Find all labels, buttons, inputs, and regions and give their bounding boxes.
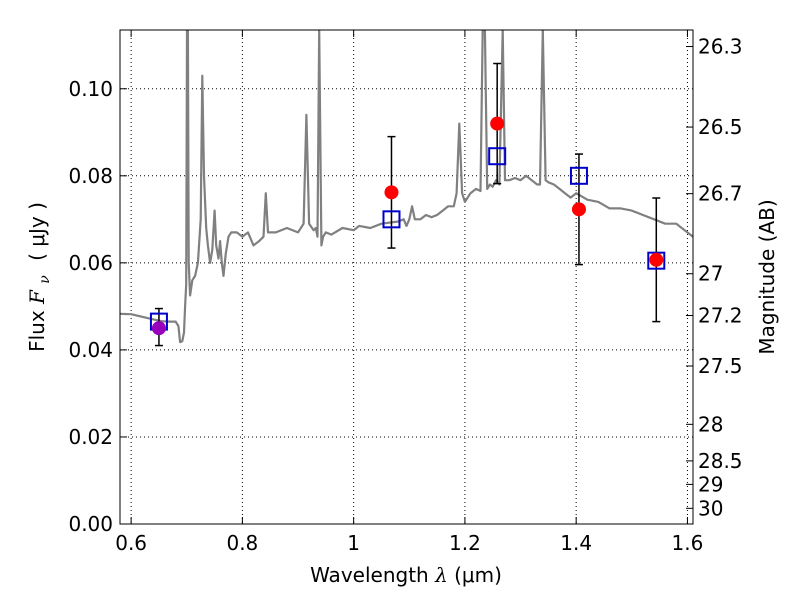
y2-axis-title: Magnitude (AB) [755,199,779,354]
plot-frame [119,29,694,525]
ticks: 0.6 0.8 1 1.2 1.4 1.6 0.00 0.02 0.04 0.06 0.08 0.10… [68,30,743,555]
x-axis-title-unit: (μm) [454,563,502,587]
y-tick-label: 0.06 [68,251,113,275]
x-tick-label: 0.6 [115,531,147,555]
y2-tick-label: 28.5 [698,449,743,473]
y-tick-label: 0.00 [68,512,113,536]
observed-flux-point [490,116,505,131]
y-tick-label: 0.02 [68,425,113,449]
x-tick-label: 1.2 [449,531,481,555]
x-axis-title-symbol: λ [434,563,448,587]
y-tick-label: 0.08 [68,164,113,188]
model-photometry-square [647,251,666,270]
x-tick-label: 0.8 [226,531,258,555]
observed-flux-point [649,252,664,267]
y2-tick-label: 27.5 [698,354,743,378]
y-axis-title-prefix: Flux [25,310,49,352]
observed-flux-point [571,202,586,217]
x-tick-label: 1.6 [672,531,704,555]
x-axis-title: Wavelength λ (μm) [310,563,502,587]
x-tick-label: 1.4 [560,531,592,555]
observed-flux-point [384,185,399,200]
observed-flux-point [151,321,166,336]
y2-tick-label: 29 [698,472,723,496]
y-axis-title-symbol: F [25,289,49,305]
model-photometry-square [488,147,507,166]
model-photometry-square [569,166,588,185]
y-tick-label: 0.04 [68,338,113,362]
y2-tick-label: 28 [698,412,723,436]
y2-tick-label: 26.7 [698,182,743,206]
y2-tick-label: 27.2 [698,304,743,328]
model-spectrum-line [120,30,693,344]
x-tick-label: 1 [347,531,360,555]
y-axis-title-unit: ( μJy ) [25,202,49,261]
y-axis-title-subscript: ν [37,275,53,284]
y2-tick-label: 27 [698,262,723,286]
y2-tick-label: 30 [698,496,723,520]
x-axis-title-prefix: Wavelength [310,563,429,587]
y-axis-title: Flux F ν ( μJy ) [25,202,54,352]
data-layer [120,30,693,347]
y-tick-label: 0.10 [68,77,113,101]
y2-tick-label: 26.5 [698,115,743,139]
model-photometry-square [382,210,401,229]
y2-tick-label: 26.3 [698,35,743,59]
